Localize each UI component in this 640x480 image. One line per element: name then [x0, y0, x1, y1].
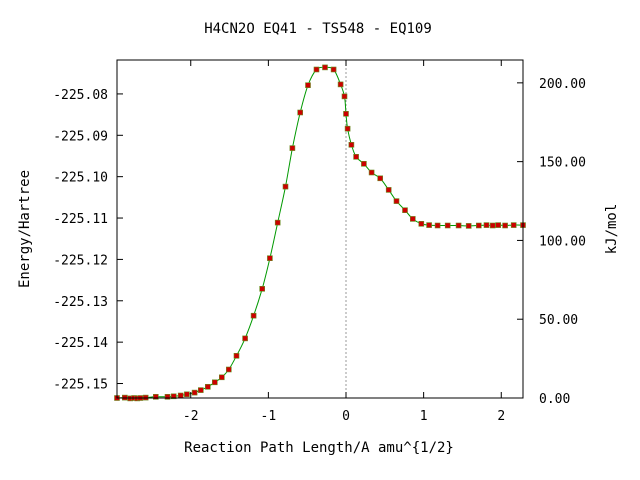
data-point: [212, 379, 218, 386]
data-point: [418, 221, 425, 227]
y-tick-labels: -225.08 -225.09 -225.10 -225.11 -225.12 -225.…: [53, 88, 108, 393]
data-point: [455, 222, 462, 229]
chart-title: H4CN2O EQ41 - TS548 - EQ109: [204, 21, 432, 37]
data-point: [177, 392, 184, 399]
data-point: [361, 161, 367, 167]
data-point: [313, 66, 320, 73]
x-tick-label: 1: [420, 409, 428, 424]
x-tick-label: 2: [497, 409, 505, 424]
x-tick-label: 0: [342, 409, 350, 424]
y2-tick-label: 100.00: [539, 234, 586, 249]
data-point: [289, 145, 296, 151]
y2-tick-label: 0.00: [539, 392, 570, 407]
y-tick-label: -225.14: [53, 336, 108, 351]
data-point: [242, 335, 248, 342]
y-tick-label: -225.11: [53, 212, 108, 227]
data-point: [510, 222, 517, 228]
data-point: [353, 154, 359, 160]
y-tick-label: -225.08: [53, 88, 108, 103]
data-point: [368, 169, 375, 176]
data-point: [267, 255, 273, 261]
data-point: [330, 66, 337, 73]
y-tick-label: -225.10: [53, 171, 108, 186]
x-tick-label: -1: [261, 409, 277, 424]
data-point: [489, 222, 496, 229]
data-point: [164, 393, 171, 400]
y-axis-label: Energy/Hartree: [17, 170, 33, 288]
data-point: [344, 125, 351, 132]
y2-tick-labels: 200.00 150.00 100.00 50.00 0.00: [539, 77, 586, 407]
data-point: [259, 285, 266, 292]
plot-frame: [116, 59, 524, 399]
data-point: [393, 198, 400, 204]
data-point: [385, 187, 392, 193]
data-point: [305, 82, 311, 88]
data-point: [153, 393, 159, 400]
series-line-0: [116, 66, 524, 399]
data-point: [502, 222, 508, 229]
data-point: [226, 366, 232, 373]
tick-layer: [117, 60, 523, 399]
curve-layer: [116, 66, 524, 399]
data-point: [297, 109, 304, 116]
data-point: [475, 222, 482, 229]
data-point: [434, 222, 441, 229]
data-point: [233, 352, 240, 359]
data-point: [205, 383, 211, 390]
data-point: [402, 207, 408, 213]
y2-tick-label: 50.00: [539, 313, 578, 328]
data-point: [465, 223, 472, 229]
data-point: [337, 81, 344, 88]
data-point: [495, 222, 502, 228]
data-point: [341, 93, 348, 100]
x-axis-label: Reaction Path Length/A amu^{1/2}: [184, 440, 454, 456]
point-layer: [114, 64, 526, 402]
y2-tick-label: 150.00: [539, 156, 586, 171]
data-point: [348, 142, 355, 148]
y-tick-label: -225.12: [53, 253, 108, 268]
y-tick-label: -225.13: [53, 295, 108, 310]
data-point: [322, 64, 328, 71]
data-point: [170, 393, 177, 400]
data-point: [282, 183, 289, 190]
data-point: [250, 312, 257, 319]
data-point: [444, 222, 451, 229]
y2-axis-label: kJ/mol: [604, 204, 620, 255]
data-point: [274, 219, 281, 226]
x-tick-label: -2: [183, 409, 199, 424]
data-point: [483, 222, 490, 228]
data-point: [409, 216, 416, 222]
data-point: [426, 222, 432, 228]
data-point: [343, 111, 349, 117]
data-point: [184, 391, 190, 398]
y-tick-label: -225.15: [53, 378, 108, 393]
data-point: [219, 374, 225, 381]
y2-tick-label: 200.00: [539, 77, 586, 92]
data-point: [377, 175, 384, 182]
data-point: [198, 387, 204, 393]
x-tick-labels: -2 -1 0 1 2: [183, 409, 505, 424]
data-point: [191, 389, 198, 396]
y-tick-label: -225.09: [53, 129, 108, 144]
